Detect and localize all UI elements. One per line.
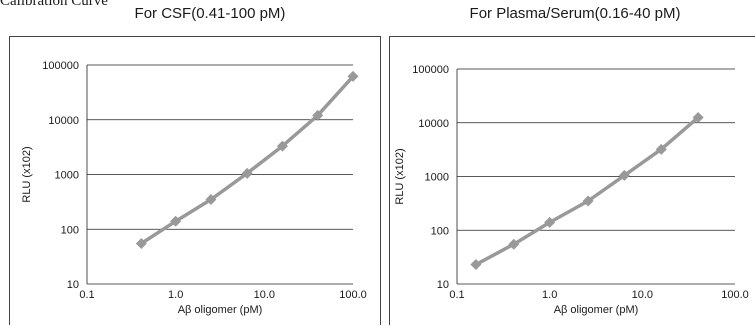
x-tick-label: 10.0	[254, 289, 275, 301]
y-tick-label: 10000	[418, 118, 449, 130]
chart-panel-plasma-serum: 10 100 1000 10000 100000 0.1 1.0 10.0 100.0 Aβ ol…	[389, 36, 755, 325]
chart-plasma-serum: 10 100 1000 10000 100000 0.1 1.0 10.0 100.0 Aβ ol…	[394, 64, 749, 316]
y-tick-label: 100000	[42, 60, 79, 72]
x-tick-label: 100.0	[339, 289, 367, 301]
data-point-marker	[582, 195, 594, 207]
y-axis-label: RLU (x102)	[21, 146, 33, 202]
page-heading: Calibration Curve	[0, 0, 108, 9]
x-tick-label: 1.0	[168, 289, 183, 301]
x-tick-label: 0.1	[79, 289, 94, 301]
data-point-marker	[692, 112, 704, 124]
data-point-marker	[470, 259, 482, 271]
data-point-marker	[347, 70, 359, 82]
y-tick-label: 10000	[48, 115, 79, 127]
data-point-marker	[135, 237, 147, 249]
data-point-marker	[508, 238, 520, 250]
x-tick-label: 0.1	[449, 289, 464, 301]
chart-csf: 10 100 1000 10000 100000 0.1 1.0 10.0 100.0 Aβ ol…	[21, 60, 367, 316]
data-point-marker	[655, 143, 667, 155]
y-tick-label: 100	[61, 224, 79, 236]
data-point-marker	[276, 140, 288, 152]
chart-panel-csf: 10 100 1000 10000 100000 0.1 1.0 10.0 100.0 Aβ ol…	[9, 36, 381, 325]
y-tick-label: 10	[437, 279, 449, 291]
y-tick-label: 100	[431, 225, 449, 237]
data-point-marker	[241, 167, 253, 179]
data-point-marker	[618, 169, 630, 181]
x-tick-label: 100.0	[721, 289, 749, 301]
data-point-marker	[170, 215, 182, 227]
chart-title-csf: For CSF(0.41-100 pM)	[134, 5, 286, 22]
x-tick-label: 10.0	[632, 289, 653, 301]
y-axis-label: RLU (x102)	[394, 148, 406, 204]
data-point-marker	[544, 216, 556, 228]
x-axis-label: Aβ oligomer (pM)	[554, 304, 639, 316]
data-point-marker	[312, 109, 324, 121]
y-tick-label: 100000	[412, 64, 449, 76]
y-tick-label: 1000	[55, 170, 79, 182]
x-tick-label: 1.0	[542, 289, 557, 301]
series-line	[475, 116, 700, 267]
data-point-marker	[205, 193, 217, 205]
y-tick-label: 1000	[425, 172, 449, 184]
x-axis-label: Aβ oligomer (pM)	[178, 304, 263, 316]
y-tick-label: 10	[67, 279, 79, 291]
chart-title-plasma-serum: For Plasma/Serum(0.16-40 pM)	[469, 5, 681, 22]
